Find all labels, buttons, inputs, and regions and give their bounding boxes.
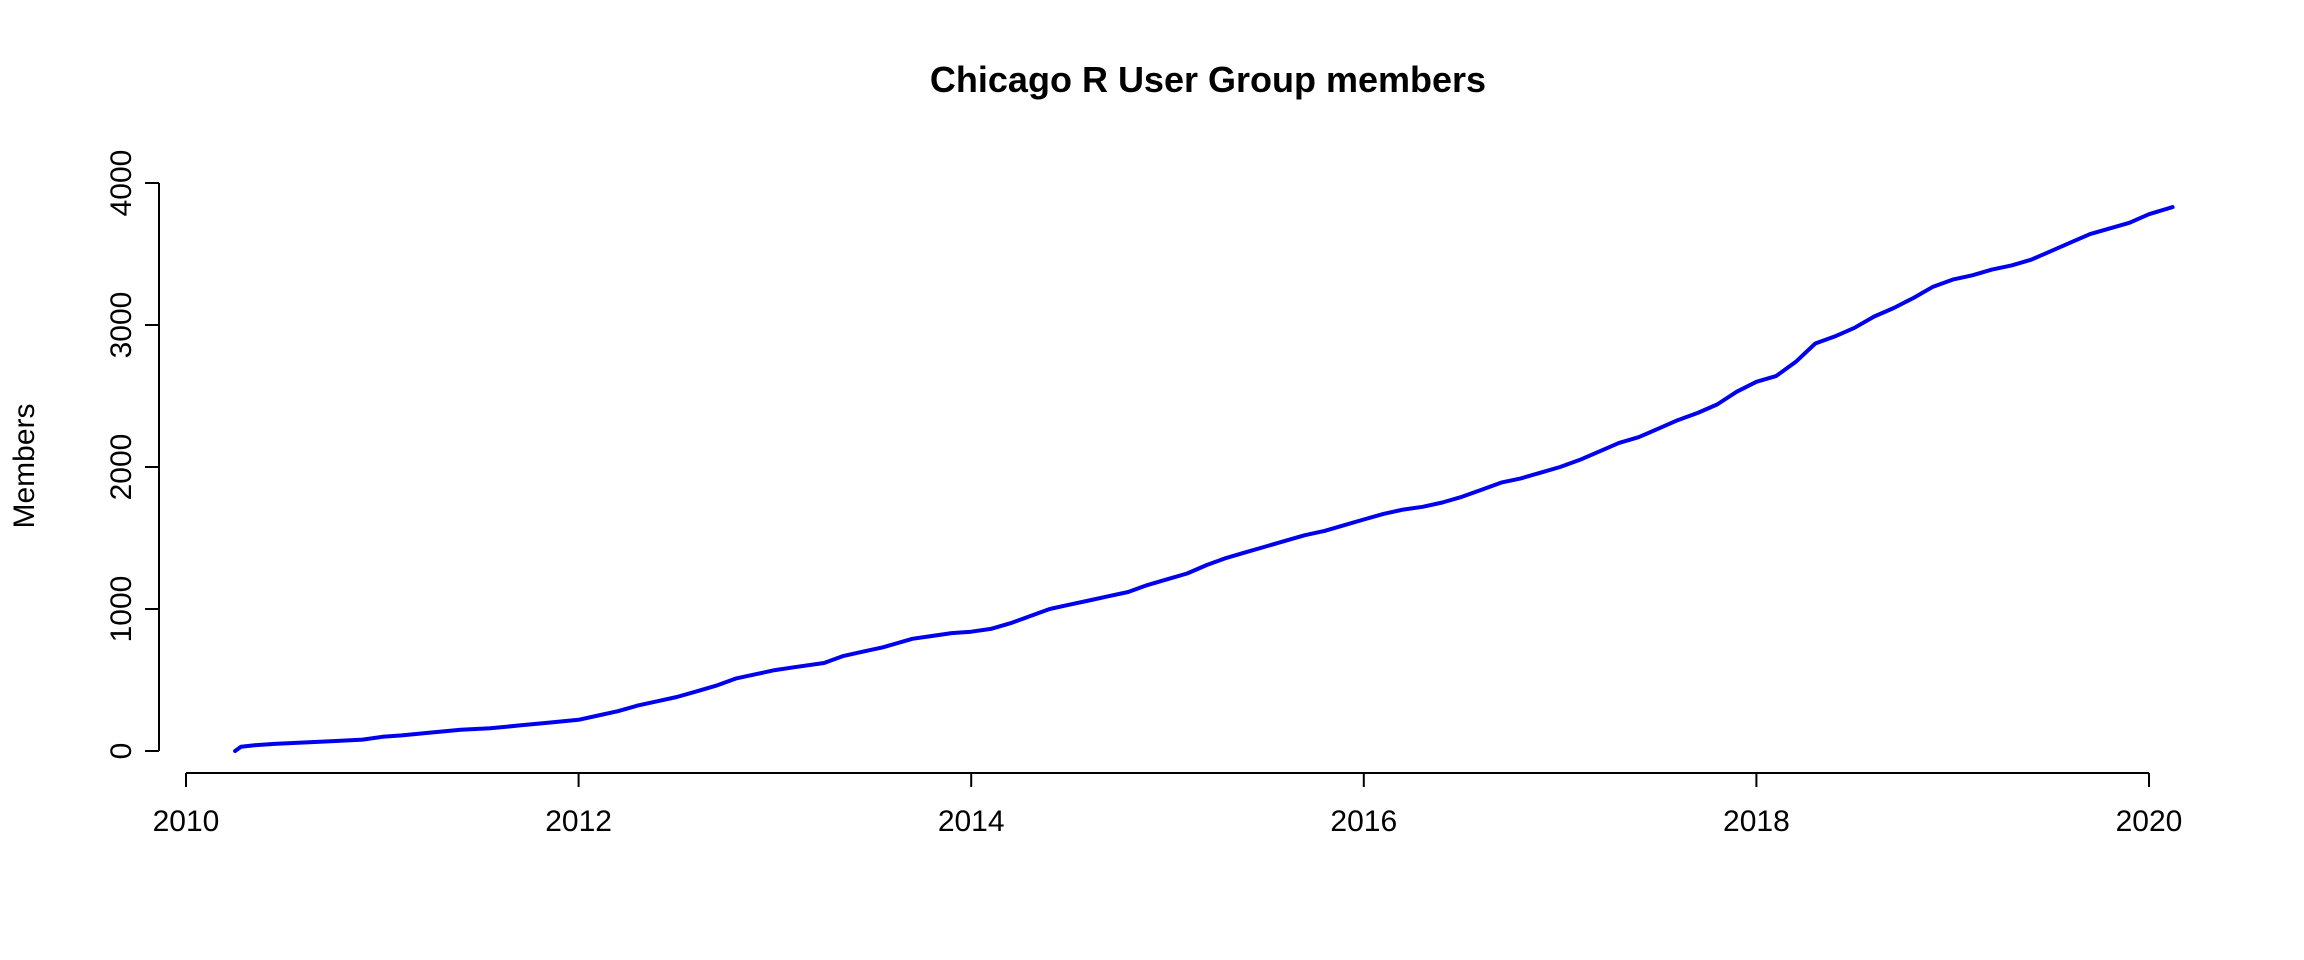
x-tick-label: 2014 xyxy=(938,805,1005,838)
y-axis-ticks: 0 1000 2000 3000 4000 xyxy=(105,150,159,760)
series-line-0 xyxy=(233,205,2175,753)
x-tick-label: 2016 xyxy=(1330,805,1397,838)
y-tick-label: 0 xyxy=(105,743,138,760)
x-tick-label: 2020 xyxy=(2116,805,2183,838)
x-tick-label: 2010 xyxy=(153,805,220,838)
y-axis-label: Members xyxy=(8,403,41,528)
y-tick-label: 2000 xyxy=(105,434,138,501)
x-tick-label: 2018 xyxy=(1723,805,1790,838)
x-axis-ticks: 2010 2012 2014 2016 2018 2020 xyxy=(153,773,2183,838)
chart-title: Chicago R User Group members xyxy=(930,59,1486,100)
series-layer xyxy=(233,205,2175,753)
y-tick-label: 4000 xyxy=(105,150,138,217)
y-tick-label: 3000 xyxy=(105,292,138,359)
x-tick-label: 2012 xyxy=(545,805,612,838)
y-tick-label: 1000 xyxy=(105,576,138,643)
